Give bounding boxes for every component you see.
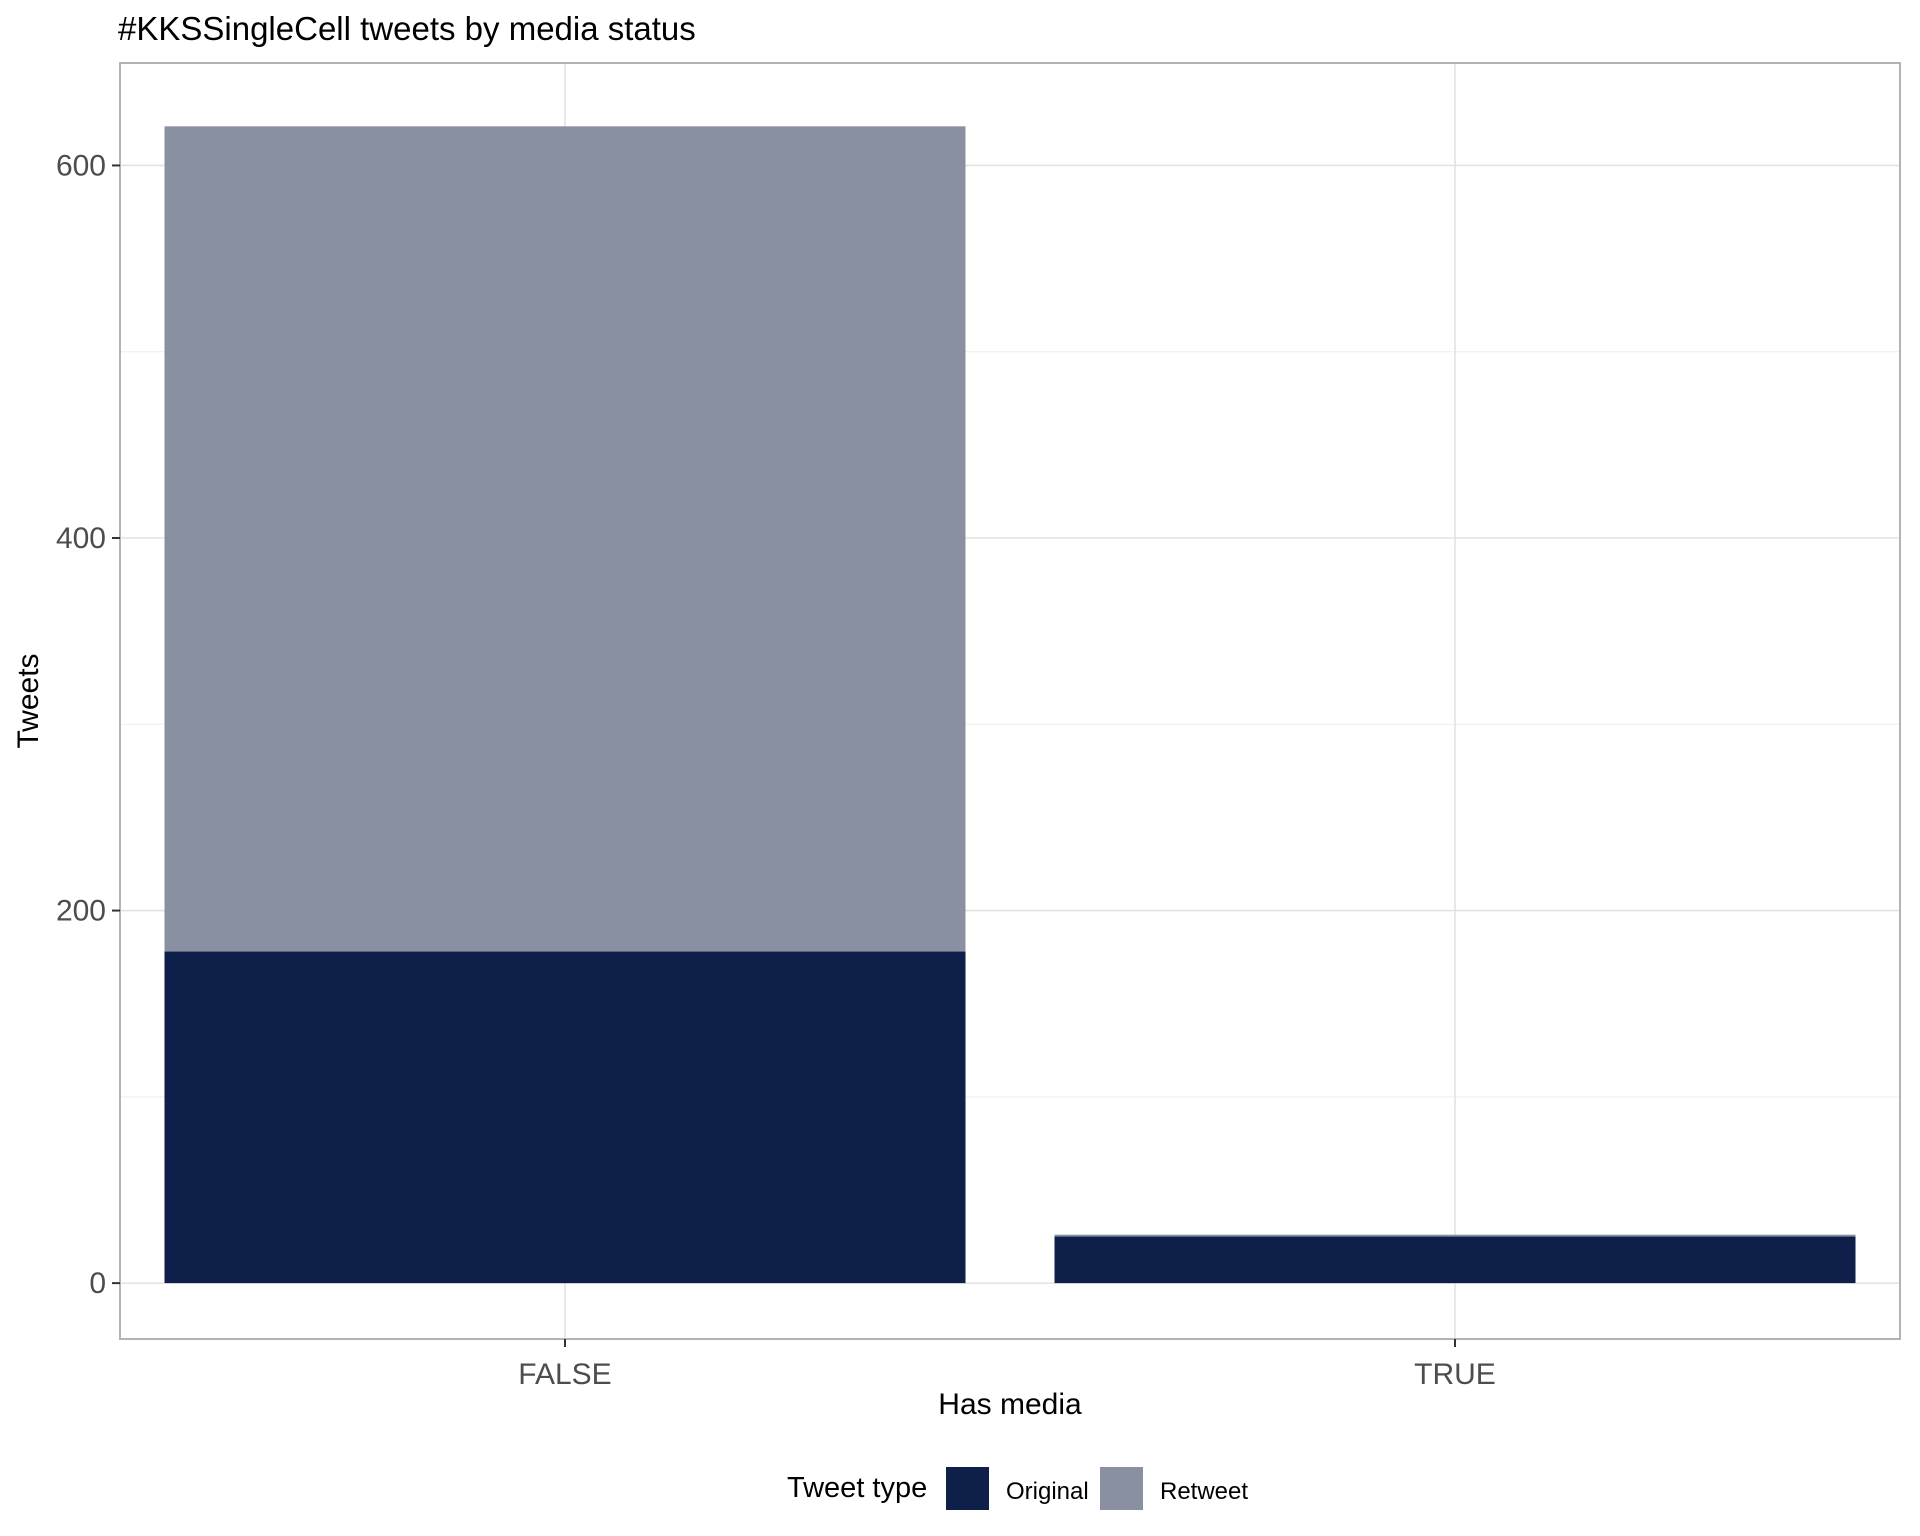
y-tick-label: 600 xyxy=(56,149,106,182)
bars xyxy=(164,126,1856,1284)
y-tick-label: 0 xyxy=(89,1267,106,1300)
y-tick-label: 400 xyxy=(56,522,106,555)
y-tick-label: 200 xyxy=(56,895,106,928)
chart-title: #KKSSingleCell tweets by media status xyxy=(118,10,696,47)
bar-retweet-true xyxy=(1054,1234,1856,1237)
x-axis-title: Has media xyxy=(938,1388,1082,1421)
y-axis-title: Tweets xyxy=(12,653,45,748)
legend: Tweet type Original Retweet xyxy=(787,1467,1248,1510)
legend-title: Tweet type xyxy=(787,1472,927,1504)
bar-retweet-false xyxy=(164,126,966,952)
legend-swatch-original xyxy=(946,1467,989,1510)
x-tick-label: FALSE xyxy=(518,1358,611,1391)
bar-original-true xyxy=(1054,1236,1856,1284)
bar-original-false xyxy=(164,951,966,1284)
legend-label-retweet: Retweet xyxy=(1160,1478,1248,1505)
plot-panel-border xyxy=(119,62,1901,1340)
x-axis: FALSE TRUE xyxy=(518,1339,1496,1391)
y-axis: 0 200 400 600 xyxy=(56,149,120,1300)
legend-label-original: Original xyxy=(1006,1478,1089,1505)
legend-swatch-retweet xyxy=(1100,1467,1143,1510)
x-tick-label: TRUE xyxy=(1414,1358,1496,1391)
